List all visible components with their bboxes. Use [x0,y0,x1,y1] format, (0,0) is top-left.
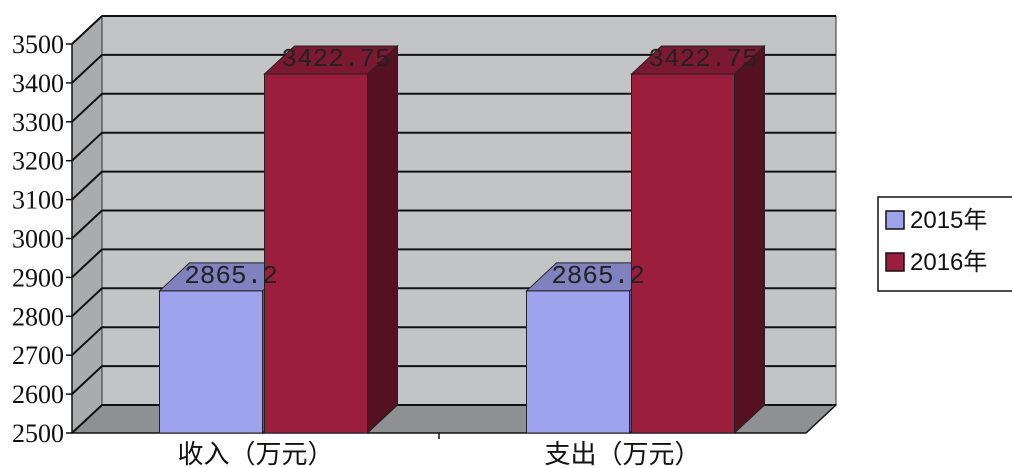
gridline [71,209,836,240]
y-tick-label: 2700 [12,341,64,370]
data-label: 3422.75 [281,44,390,74]
gridline [71,131,836,162]
bar-series1-1 [159,290,263,434]
x-axis-depth-line [805,404,837,434]
y-tick-label: 2900 [12,263,64,292]
y-tick-label: 3400 [12,69,64,98]
x-category-label: 收入（万元） [177,440,333,468]
gridline [71,170,836,201]
bars [158,44,766,435]
gridline [71,53,836,84]
bar-series2-1 [264,73,368,434]
gridlines [71,15,836,434]
data-label: 2865.2 [184,261,278,291]
legend-label: 2016年 [910,249,987,276]
legend-label: 2015年 [910,207,987,234]
legend-swatch [885,210,905,230]
gridline [71,92,836,123]
y-tick-label: 3200 [12,147,64,176]
data-labels: 2865.2 3422.75 2865.2 3422.75 [184,44,757,291]
y-tick-label: 3500 [12,30,64,59]
axes: 2500 2600 2700 2800 2900 3000 3100 3200 3300 3400… [12,30,837,468]
y-tick-label: 3300 [12,108,64,137]
y-tick-label: 2800 [12,302,64,331]
bar-series1-2 [526,290,630,434]
gridline [71,15,836,45]
x-category-label: 支出（万元） [544,440,700,468]
gridline [71,248,836,279]
data-label: 3422.75 [648,44,757,74]
bar-side-face [734,44,765,435]
bar-series2-2 [631,73,735,434]
y-tick-label: 2500 [12,419,64,448]
bar-side-face [367,44,398,435]
y-tick-label: 3100 [12,186,64,215]
legend-swatch [885,252,905,272]
data-label: 2865.2 [551,261,645,291]
y-tick-label: 3000 [12,225,64,254]
legend: 2015年 2016年 [877,196,1012,292]
y-tick-label: 2600 [12,380,64,409]
